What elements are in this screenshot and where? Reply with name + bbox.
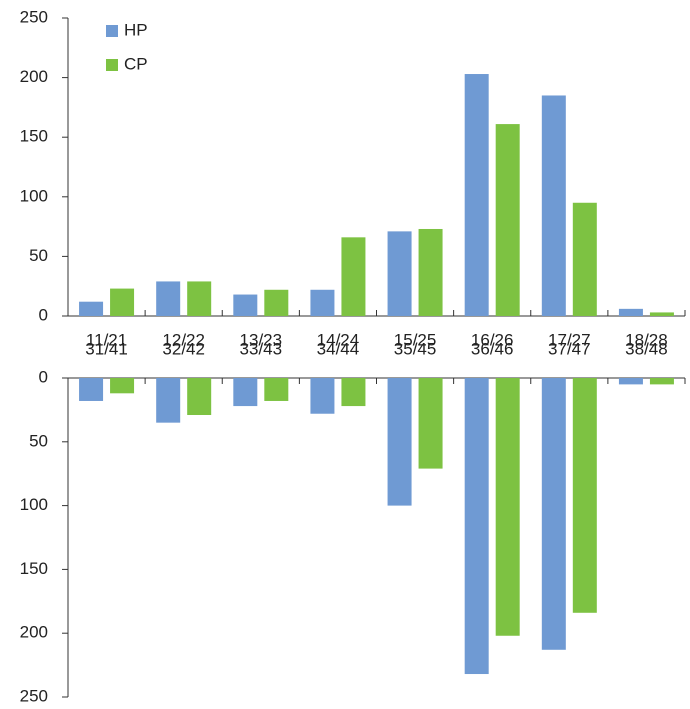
legend-swatch (106, 59, 118, 71)
x-tick-label: 31/41 (85, 339, 128, 358)
bar (79, 301, 104, 316)
legend-swatch (106, 25, 118, 37)
y-tick-label: 250 (20, 7, 48, 26)
x-tick-label: 38/48 (625, 339, 668, 358)
x-tick-label: 11/21 (86, 330, 127, 349)
x-tick-label: 16/26 (471, 330, 514, 349)
bar (464, 378, 489, 675)
bar (495, 378, 520, 636)
legend-label: HP (124, 20, 148, 39)
y-tick-label: 50 (29, 246, 48, 265)
bar (618, 308, 643, 316)
bar (79, 378, 104, 401)
bar (495, 124, 520, 316)
y-tick-label: 200 (20, 623, 48, 642)
bar (110, 378, 135, 394)
bar (541, 95, 566, 316)
y-tick-label: 150 (20, 127, 48, 146)
y-tick-label: 0 (39, 367, 48, 386)
bar (187, 281, 212, 316)
bar (387, 378, 412, 506)
x-tick-label: 18/28 (625, 330, 668, 349)
x-tick-label: 14/24 (317, 330, 360, 349)
bar (418, 378, 443, 469)
bar (341, 378, 366, 407)
x-tick-label: 34/44 (317, 339, 360, 358)
bar (233, 294, 258, 316)
bar (572, 378, 597, 613)
bar (541, 378, 566, 650)
y-tick-label: 150 (20, 559, 48, 578)
x-tick-label: 36/46 (471, 339, 514, 358)
y-tick-label: 0 (39, 305, 48, 324)
bar (418, 228, 443, 316)
bar (264, 378, 289, 401)
x-tick-label: 32/42 (162, 339, 205, 358)
legend-label: CP (124, 54, 148, 73)
bar (572, 202, 597, 316)
bar (110, 288, 135, 316)
y-tick-label: 250 (20, 686, 48, 705)
x-tick-label: 35/45 (394, 339, 437, 358)
bar (156, 378, 181, 423)
bar (387, 231, 412, 316)
y-tick-label: 50 (29, 431, 48, 450)
y-tick-label: 100 (20, 495, 48, 514)
bar (310, 289, 335, 316)
bar (649, 378, 674, 385)
bar (156, 281, 181, 316)
bar (464, 74, 489, 316)
bar (341, 237, 366, 316)
x-tick-label: 15/25 (394, 330, 437, 349)
bar (233, 378, 258, 407)
y-tick-label: 100 (20, 186, 48, 205)
x-tick-label: 13/23 (240, 330, 283, 349)
x-tick-label: 33/43 (240, 339, 283, 358)
bar (310, 378, 335, 414)
bar (187, 378, 212, 416)
x-tick-label: 12/22 (162, 330, 205, 349)
bar (618, 378, 643, 385)
x-tick-label: 37/47 (548, 339, 591, 358)
bar (264, 289, 289, 316)
bar (649, 312, 674, 316)
x-tick-label: 17/27 (548, 330, 591, 349)
y-tick-label: 200 (20, 67, 48, 86)
